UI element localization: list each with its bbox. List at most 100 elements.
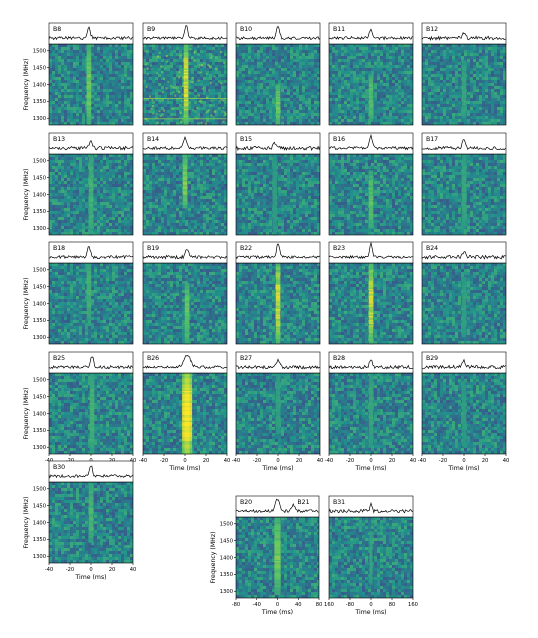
profile-line [48, 246, 134, 260]
y-tick-label: 1400 [33, 411, 46, 417]
panel-b29: B29 -40 -20 0 20 40 Time (ms) [418, 351, 510, 472]
y-tick-label: 1350 [220, 572, 233, 578]
burst-signal [368, 263, 374, 345]
y-tick-label: 1450 [33, 284, 46, 290]
y-tick-label: 1500 [33, 49, 46, 55]
x-tick-label: 40 [503, 458, 510, 464]
profile-line [235, 358, 321, 370]
burst-label: B9 [147, 26, 155, 33]
y-tick-label: 1300 [33, 445, 46, 451]
x-axis-label: Time (ms) [447, 465, 479, 472]
y-tick-label: 1400 [33, 192, 46, 198]
burst-label: B12 [426, 26, 438, 33]
y-axis-label: Frequency (MHz) [23, 169, 30, 221]
x-axis-label: Time (ms) [354, 465, 386, 472]
burst-signal [86, 262, 92, 321]
burst-signal [461, 379, 467, 448]
y-tick-label: 1450 [33, 394, 46, 400]
spectrum-noise [143, 44, 227, 125]
y-tick-label: 1350 [33, 209, 46, 215]
y-tick-label: 1500 [220, 522, 233, 528]
burst-label: B25 [53, 355, 65, 362]
spectrum-noise [236, 154, 320, 235]
panel-b14: B14 [142, 132, 228, 236]
profile-line [421, 358, 507, 370]
panel-b27: B27 -40 -20 0 20 40 Time (ms) [232, 351, 323, 472]
spectrum-noise [422, 44, 506, 125]
panel-b23: B23 [328, 241, 414, 345]
x-tick-label: -40 [418, 458, 426, 464]
y-tick-label: 1300 [33, 116, 46, 122]
spectrum-noise [49, 263, 133, 344]
spectrum-noise [49, 373, 133, 454]
spectrum-noise [236, 517, 319, 598]
x-tick-label: -20 [253, 458, 261, 464]
spectrum-noise [329, 154, 413, 235]
x-tick-label: 0 [369, 602, 372, 608]
burst-label: B28 [333, 355, 345, 362]
profile-line [422, 139, 507, 151]
x-axis-label: Time (ms) [168, 465, 200, 472]
burst-label: B23 [333, 245, 345, 252]
x-tick-label: 160 [324, 602, 334, 608]
y-tick-label: 1400 [220, 555, 233, 561]
profile-line [48, 26, 134, 41]
x-tick-label: 0 [89, 567, 92, 573]
profile-line [142, 136, 228, 151]
y-tick-label: 1450 [33, 65, 46, 71]
y-tick-label: 1500 [33, 268, 46, 274]
burst-label: B22 [240, 245, 252, 252]
x-tick-label: -20 [160, 458, 168, 464]
profile-frame [142, 132, 228, 155]
y-tick-label: 1500 [33, 159, 46, 165]
x-tick-label: 20 [109, 567, 116, 573]
x-tick-label: 80 [316, 602, 323, 608]
y-tick-label: 1450 [33, 503, 46, 509]
profile-frame [142, 22, 228, 45]
spectrum-noise [49, 482, 133, 563]
burst-signal [184, 283, 190, 345]
panel-b26: B26 -40 -20 0 20 40 Time (ms) [139, 351, 230, 472]
burst-signal [461, 276, 467, 338]
panel-b17: B17 [421, 132, 507, 236]
burst-label: B30 [53, 464, 65, 471]
profile-line [328, 133, 414, 151]
x-tick-label: 20 [203, 458, 210, 464]
y-tick-label: 1350 [33, 99, 46, 105]
profile-frame [48, 132, 134, 155]
burst-signal [461, 154, 467, 229]
burst-label: B13 [53, 136, 65, 143]
y-tick-label: 1300 [220, 589, 233, 595]
y-tick-label: 1500 [33, 378, 46, 384]
panel-b16: B16 [328, 132, 414, 236]
y-tick-label: 1400 [33, 82, 46, 88]
panel-b10: B10 [235, 22, 321, 126]
x-tick-label: 0 [183, 458, 186, 464]
burst-label: B26 [147, 355, 159, 362]
x-tick-label: -20 [346, 458, 354, 464]
profile-line [48, 139, 134, 151]
y-axis-label: Frequency (MHz) [23, 59, 30, 111]
y-tick-label: 1400 [33, 301, 46, 307]
burst-label: B8 [53, 26, 61, 33]
burst-signal [274, 516, 281, 595]
burst-signal [275, 373, 281, 435]
y-axis-label: Frequency (MHz) [23, 497, 30, 549]
burst-signal [368, 373, 374, 448]
x-tick-label: -40 [139, 458, 147, 464]
y-axis-label: Frequency (MHz) [23, 388, 30, 440]
x-axis-label: Time (ms) [74, 574, 106, 581]
burst-label: B31 [333, 499, 345, 506]
x-tick-label: -20 [66, 567, 74, 573]
burst-label: B10 [240, 26, 252, 33]
burst-label: B29 [426, 355, 438, 362]
y-axis-label: Frequency (MHz) [210, 532, 217, 584]
panel-b24: B24 [421, 241, 507, 345]
profile-line [142, 249, 228, 260]
profile-line [235, 141, 321, 151]
profile-line [235, 243, 321, 260]
burst-label: B11 [333, 26, 345, 33]
